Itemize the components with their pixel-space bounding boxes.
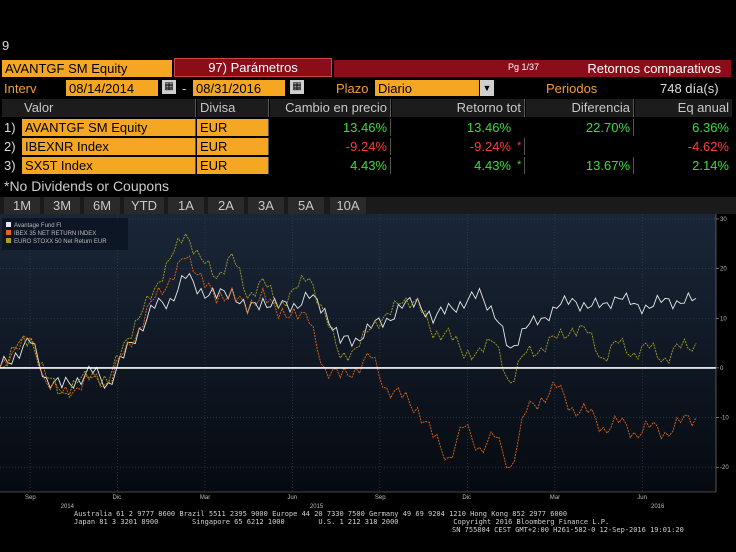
page-indicator: Pg 1/37 bbox=[508, 62, 540, 72]
row-diferencia: 13.67% bbox=[526, 157, 634, 174]
date-start-field[interactable]: 08/14/2014 bbox=[66, 80, 158, 96]
window-number: 9 bbox=[2, 38, 10, 53]
tab-10a[interactable]: 10A bbox=[330, 197, 366, 214]
tab-1a[interactable]: 1A bbox=[168, 197, 204, 214]
legend-label: EURO STOXX 50 Net Return EUR bbox=[14, 239, 107, 245]
tab-6m[interactable]: 6M bbox=[84, 197, 120, 214]
footer-contacts: Australia 61 2 9777 8600 Brazil 5511 239… bbox=[74, 510, 568, 518]
y-tick-label: 0 bbox=[720, 366, 724, 372]
tab-3a[interactable]: 3A bbox=[248, 197, 284, 214]
calendar-start-icon[interactable]: ▦ bbox=[162, 80, 176, 94]
date-end-field[interactable]: 08/31/2016 bbox=[193, 80, 285, 96]
tab-2a[interactable]: 2A bbox=[208, 197, 244, 214]
returns-chart: 30 20 10 0 -10 -20 Sep Dic Mar Jun Sep Dic Mar Jun 20… bbox=[0, 214, 729, 510]
footer-session: SN 755804 CEST GMT+2:00 H261-582-0 12-Se… bbox=[452, 526, 684, 534]
row-valor[interactable]: AVANTGF SM Equity bbox=[22, 119, 196, 136]
tab-ytd[interactable]: YTD bbox=[124, 197, 164, 214]
col-retorno: Retorno tot bbox=[392, 99, 525, 117]
parametros-label: 97) Parámetros bbox=[208, 60, 298, 75]
row-cambio: 4.43% bbox=[270, 157, 391, 174]
series-line bbox=[0, 272, 697, 390]
row-number: 1) bbox=[2, 119, 22, 136]
tab-1m[interactable]: 1M bbox=[4, 197, 40, 214]
footer-contacts-2: Japan 81 3 3201 8900 Singapore 65 6212 1… bbox=[74, 518, 610, 526]
plazo-select[interactable]: Diario bbox=[375, 80, 479, 96]
row-retorno: -9.24% bbox=[392, 138, 514, 155]
x-tick-label: Dic bbox=[462, 495, 471, 501]
row-number: 2) bbox=[2, 138, 22, 155]
row-diferencia: 22.70% bbox=[526, 119, 634, 136]
row-cambio: 13.46% bbox=[270, 119, 391, 136]
x-tick-label: Mar bbox=[550, 495, 560, 501]
row-retorno: 4.43% bbox=[392, 157, 514, 174]
legend-swatch bbox=[6, 222, 11, 227]
plazo-label: Plazo bbox=[336, 81, 369, 96]
legend-swatch bbox=[6, 230, 11, 235]
row-divisa: EUR bbox=[197, 138, 269, 155]
x-tick-label: Dic bbox=[112, 495, 121, 501]
col-eq-anual: Eq anual bbox=[635, 99, 732, 117]
col-valor: Valor bbox=[2, 99, 196, 117]
tab-3m[interactable]: 3M bbox=[44, 197, 80, 214]
row-divisa: EUR bbox=[197, 157, 269, 174]
y-axis: 30 20 10 0 -10 -20 bbox=[715, 214, 729, 492]
page-title: Retornos comparativos bbox=[587, 61, 721, 76]
table-row[interactable]: 1) AVANTGF SM Equity EUR 13.46% 13.46% 2… bbox=[2, 119, 732, 136]
title-bar: Pg 1/37 Retornos comparativos bbox=[334, 60, 731, 77]
row-valor[interactable]: IBEXNR Index bbox=[22, 138, 196, 155]
x-year-label: 2015 bbox=[310, 504, 324, 510]
col-divisa: Divisa bbox=[197, 99, 269, 117]
no-dividends-note: *No Dividends or Coupons bbox=[4, 178, 169, 194]
col-cambio: Cambio en precio bbox=[270, 99, 391, 117]
x-tick-label: Sep bbox=[375, 495, 386, 501]
x-tick-label: Sep bbox=[25, 495, 36, 501]
x-tick-label: Jun bbox=[287, 495, 297, 501]
parametros-button[interactable]: 97) Parámetros bbox=[174, 58, 332, 77]
chevron-down-icon[interactable]: ▼ bbox=[480, 80, 494, 96]
legend-box bbox=[2, 218, 128, 250]
chart-legend: Avantage Fund FI IBEX 35 NET RETURN INDEX… bbox=[2, 218, 128, 250]
y-tick-label: 30 bbox=[720, 217, 727, 223]
x-tick-label: Mar bbox=[200, 495, 210, 501]
table-row[interactable]: 3) SX5T Index EUR 4.43% 4.43% * 13.67% 2… bbox=[2, 157, 732, 174]
periodos-label: Periodos bbox=[546, 81, 598, 96]
x-tick-label: Jun bbox=[637, 495, 647, 501]
table-header: Valor Divisa Cambio en precio Retorno to… bbox=[2, 99, 732, 117]
chart-grid bbox=[0, 214, 716, 492]
y-tick-label: 20 bbox=[720, 267, 727, 273]
row-eq-anual: -4.62% bbox=[635, 138, 732, 155]
row-eq-anual: 6.36% bbox=[635, 119, 732, 136]
tab-5a[interactable]: 5A bbox=[288, 197, 324, 214]
row-divisa: EUR bbox=[197, 119, 269, 136]
row-number: 3) bbox=[2, 157, 22, 174]
legend-label: Avantage Fund FI bbox=[14, 223, 62, 229]
legend-swatch bbox=[6, 238, 11, 243]
date-separator: - bbox=[182, 81, 187, 96]
row-cambio: -9.24% bbox=[270, 138, 391, 155]
y-tick-label: 10 bbox=[720, 316, 727, 322]
series-line bbox=[0, 255, 697, 469]
row-retorno: 13.46% bbox=[392, 119, 514, 136]
interv-label: Interv bbox=[4, 81, 37, 96]
x-axis: Sep Dic Mar Jun Sep Dic Mar Jun 2014 2015 2016 bbox=[0, 491, 716, 510]
col-diferencia: Diferencia bbox=[526, 99, 634, 117]
row-eq-anual: 2.14% bbox=[635, 157, 732, 174]
calendar-end-icon[interactable]: ▦ bbox=[290, 80, 304, 94]
x-year-label: 2014 bbox=[61, 504, 75, 510]
y-tick-label: -20 bbox=[720, 465, 729, 471]
table-row[interactable]: 2) IBEXNR Index EUR -9.24% -9.24% * -4.6… bbox=[2, 138, 732, 155]
chart-series bbox=[0, 232, 697, 469]
ticker-field[interactable]: AVANTGF SM Equity bbox=[2, 60, 172, 77]
chart-background bbox=[0, 214, 716, 492]
row-valor[interactable]: SX5T Index bbox=[22, 157, 196, 174]
periodos-value: 748 día(s) bbox=[660, 81, 719, 96]
y-tick-label: -10 bbox=[720, 416, 729, 422]
row-star: * bbox=[514, 138, 525, 155]
legend-label: IBEX 35 NET RETURN INDEX bbox=[14, 231, 96, 237]
x-year-label: 2016 bbox=[651, 504, 665, 510]
row-star: * bbox=[514, 157, 525, 174]
